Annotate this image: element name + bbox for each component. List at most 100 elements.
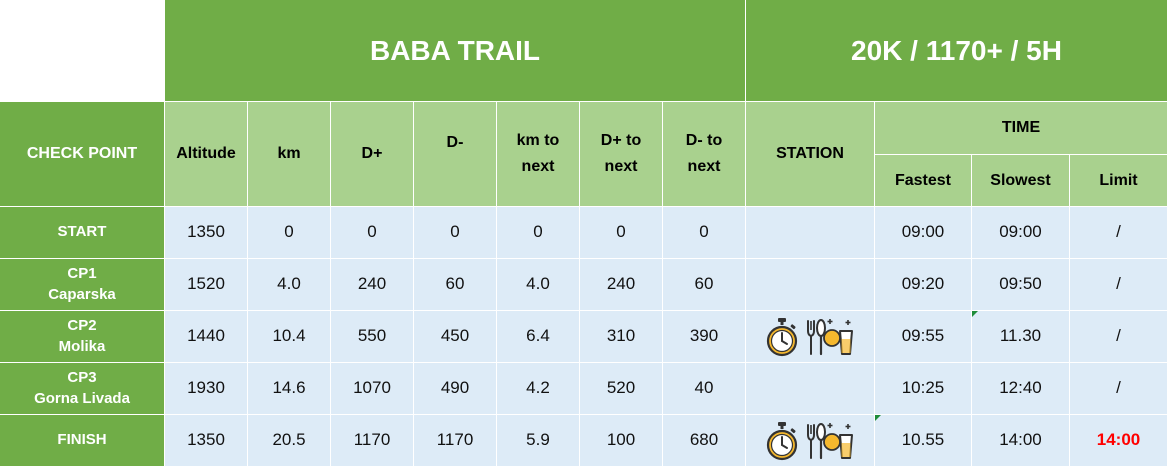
- cell-station: [746, 415, 875, 467]
- cell-limit: /: [1070, 207, 1168, 259]
- limit-time-value: /: [1116, 378, 1121, 398]
- header-slowest-label: Slowest: [990, 171, 1051, 189]
- header-limit: Limit: [1070, 155, 1168, 207]
- race-name: BABA TRAIL: [369, 34, 541, 66]
- dplus-next-value: 0: [616, 222, 626, 242]
- header-km-to-next: km to next: [497, 102, 580, 207]
- checkpoint-name: FINISH: [57, 431, 107, 449]
- slowest-time-value: 09:50: [999, 274, 1042, 294]
- cell-d-plus: 550: [331, 311, 414, 363]
- cell-slowest: 14:00: [972, 415, 1070, 467]
- cell-km: 0: [248, 207, 331, 259]
- km-next-value: 6.4: [526, 326, 550, 346]
- header-d-minus-to-next-label-1: D- to: [685, 132, 723, 150]
- cell-station: [746, 311, 875, 363]
- km-value: 20.5: [272, 430, 306, 450]
- cell-slowest: 09:50: [972, 259, 1070, 311]
- header-d-plus: D+: [331, 102, 414, 207]
- d-plus-value: 1170: [353, 430, 391, 450]
- cell-d-plus: 240: [331, 259, 414, 311]
- race-summary: 20K / 1170+ / 5H: [851, 34, 1062, 66]
- cell-comment-marker: [875, 415, 881, 421]
- cell-slowest: 11.30: [972, 311, 1070, 363]
- fastest-time-value: 09:00: [901, 222, 945, 242]
- cell-km-next: 6.4: [497, 311, 580, 363]
- cell-d-plus: 1170: [331, 415, 414, 467]
- d-plus-value: 240: [357, 274, 387, 294]
- km-value: 14.6: [272, 378, 306, 398]
- checkpoint-start: START: [0, 207, 165, 259]
- cell-fastest: 09:20: [875, 259, 972, 311]
- cell-d-plus: 1070: [331, 363, 414, 415]
- dminus-next-value: 0: [699, 222, 709, 242]
- cell-slowest: 09:00: [972, 207, 1070, 259]
- race-summary-cell: 20K / 1170+ / 5H: [746, 0, 1168, 102]
- dplus-next-value: 100: [606, 430, 636, 450]
- cell-altitude: 1350: [165, 207, 248, 259]
- altitude-value: 1520: [187, 274, 225, 294]
- d-minus-value: 60: [445, 274, 465, 294]
- cell-station: [746, 207, 875, 259]
- cell-km-next: 5.9: [497, 415, 580, 467]
- altitude-value: 1440: [187, 326, 225, 346]
- cell-dplus-next: 0: [580, 207, 663, 259]
- station-services: [764, 421, 856, 461]
- cell-d-minus: 490: [414, 363, 497, 415]
- checkpoint-name: CP2: [67, 317, 97, 335]
- d-minus-value: 450: [440, 326, 470, 346]
- km-value: 10.4: [272, 326, 306, 346]
- altitude-value: 1930: [187, 378, 225, 398]
- food-drink-icon: [804, 421, 856, 461]
- cell-fastest: 09:55: [875, 311, 972, 363]
- stopwatch-icon: [764, 421, 800, 461]
- checkpoint-cp2: CP2 Molika: [0, 311, 165, 363]
- altitude-value: 1350: [187, 222, 225, 242]
- d-plus-value: 1070: [353, 378, 391, 398]
- dminus-next-value: 60: [694, 274, 714, 294]
- cell-dplus-next: 240: [580, 259, 663, 311]
- header-check-point-label: CHECK POINT: [26, 145, 138, 163]
- checkpoint-location: Caparska: [48, 285, 116, 303]
- cell-station: [746, 363, 875, 415]
- cell-dminus-next: 60: [663, 259, 746, 311]
- header-km: km: [248, 102, 331, 207]
- cell-km: 14.6: [248, 363, 331, 415]
- cell-fastest: 09:00: [875, 207, 972, 259]
- header-d-minus-to-next-label-2: next: [687, 158, 721, 175]
- limit-time-value: /: [1116, 326, 1121, 346]
- header-d-plus-to-next-label-1: D+ to: [600, 132, 642, 150]
- header-time-label: TIME: [1001, 119, 1041, 137]
- cell-dminus-next: 40: [663, 363, 746, 415]
- km-value: 0: [284, 222, 294, 242]
- cell-dplus-next: 310: [580, 311, 663, 363]
- checkpoint-cp3: CP3 Gorna Livada: [0, 363, 165, 415]
- d-minus-value: 1170: [436, 430, 474, 450]
- cell-d-minus: 450: [414, 311, 497, 363]
- header-station-label-1: STATION: [776, 145, 844, 163]
- cell-d-minus: 1170: [414, 415, 497, 467]
- dplus-next-value: 310: [606, 326, 636, 346]
- race-name-cell: BABA TRAIL: [165, 0, 746, 102]
- limit-time-value: /: [1116, 274, 1121, 294]
- header-fastest: Fastest: [875, 155, 972, 207]
- dminus-next-value: 40: [694, 378, 714, 398]
- km-next-value: 4.0: [526, 274, 550, 294]
- cell-comment-marker: [972, 311, 978, 317]
- slowest-time-value: 11.30: [999, 326, 1042, 346]
- fastest-time-value: 10:25: [901, 378, 945, 398]
- km-next-value: 4.2: [526, 378, 550, 398]
- fastest-time-value: 10.55: [901, 430, 945, 450]
- dminus-next-value: 680: [689, 430, 719, 450]
- limit-time-value: /: [1116, 222, 1121, 242]
- cell-dminus-next: 0: [663, 207, 746, 259]
- cell-km-next: 4.0: [497, 259, 580, 311]
- dplus-next-value: 520: [606, 378, 636, 398]
- header-altitude: Altitude: [165, 102, 248, 207]
- header-d-minus-label-1: D-: [446, 134, 464, 151]
- cell-altitude: 1440: [165, 311, 248, 363]
- header-d-plus-label-1: D+: [361, 145, 383, 163]
- header-station: STATION: [746, 102, 875, 207]
- cell-slowest: 12:40: [972, 363, 1070, 415]
- slowest-time-value: 12:40: [999, 378, 1042, 398]
